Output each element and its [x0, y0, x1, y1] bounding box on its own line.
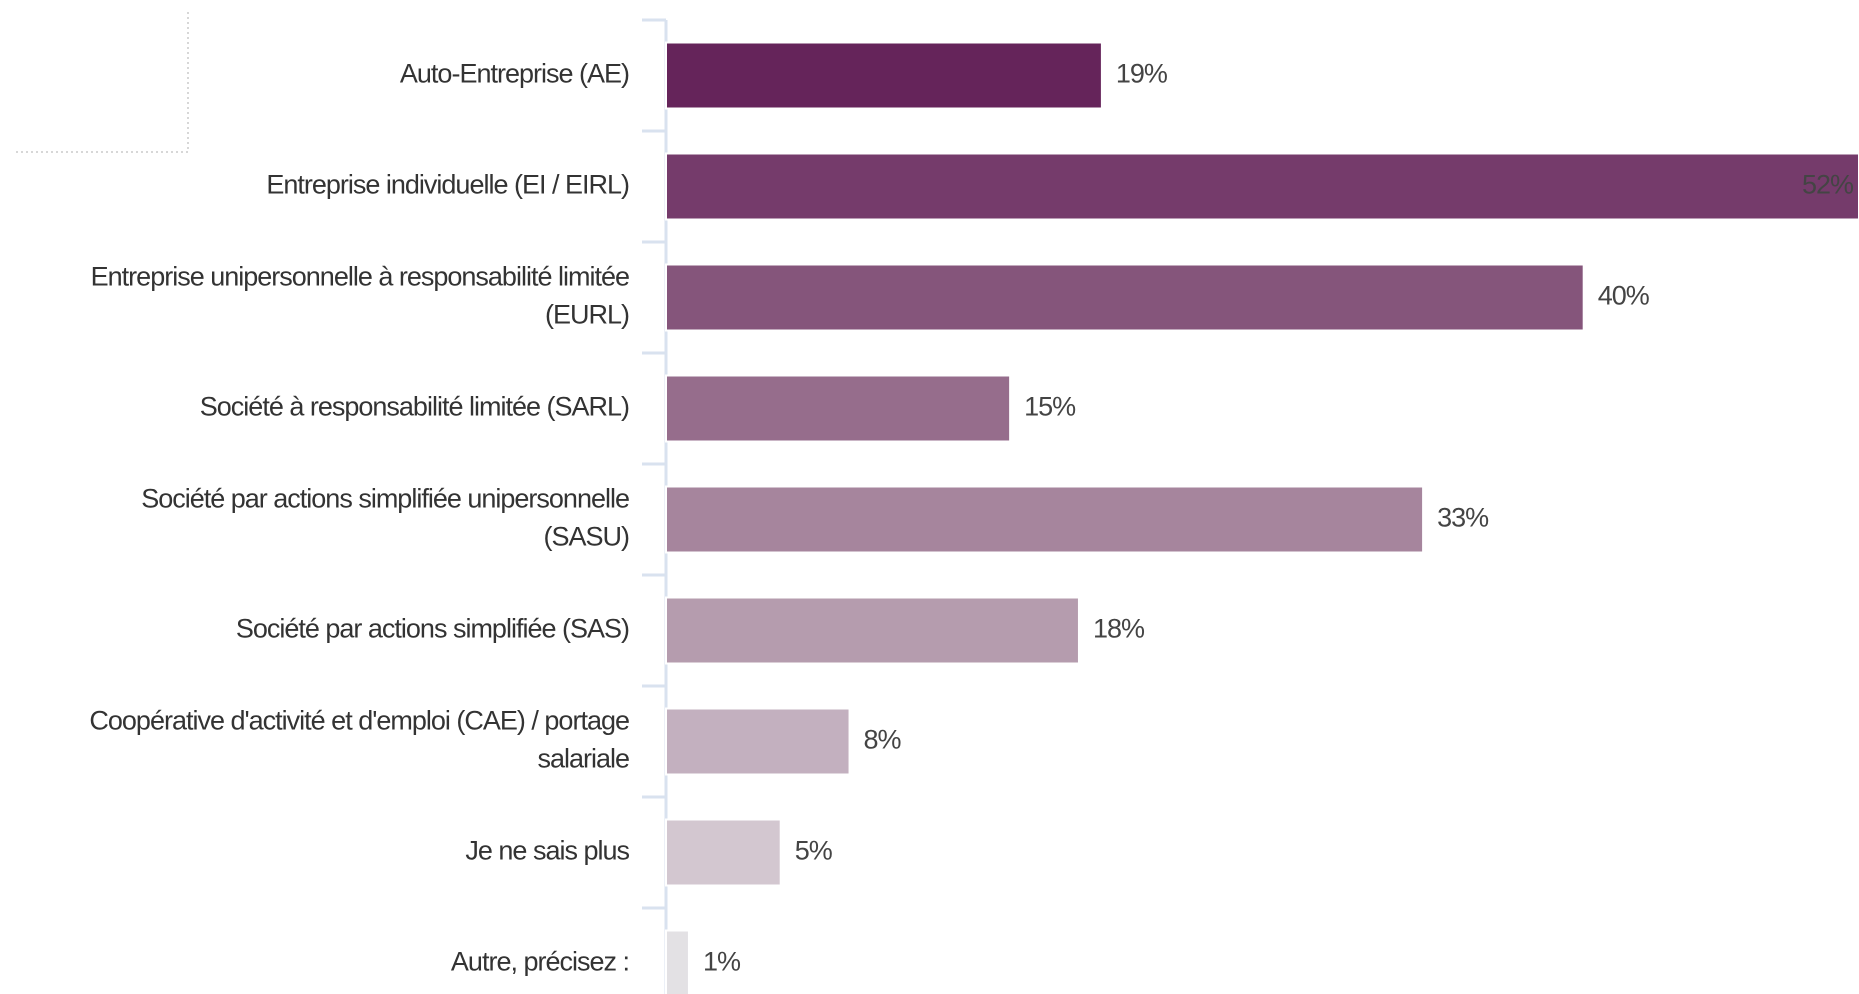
value-label: 8%	[864, 725, 902, 755]
category-label: Autre, précisez :	[451, 947, 629, 977]
category-labels-group: Auto-Entreprise (AE) Entreprise individue…	[89, 59, 630, 977]
bar	[665, 596, 1080, 665]
value-labels-group: 19% 52% 40% 15% 33% 18% 8% 5% 1%	[703, 59, 1855, 977]
bar	[665, 707, 851, 776]
value-label: 15%	[1024, 392, 1076, 422]
decorative-dotted-frame	[14, 12, 189, 153]
bar	[665, 929, 690, 994]
category-label: Société par actions simplifiée (SAS)	[236, 614, 629, 644]
category-label-line: Société par actions simplifiée (SAS)	[236, 614, 629, 644]
category-label: Je ne sais plus	[465, 836, 629, 866]
category-label: Coopérative d'activité et d'emploi (CAE)…	[89, 706, 629, 774]
bars-group	[665, 41, 1859, 994]
category-label-line: Entreprise individuelle (EI / EIRL)	[266, 170, 629, 200]
category-label-line: salariale	[537, 744, 629, 774]
category-label-line: (EURL)	[545, 300, 629, 330]
value-label: 18%	[1093, 614, 1145, 644]
category-label-line: Entreprise unipersonnelle à responsabili…	[91, 262, 629, 292]
category-label: Entreprise individuelle (EI / EIRL)	[266, 170, 629, 200]
category-label: Société par actions simplifiée uniperson…	[141, 484, 629, 552]
bar	[665, 818, 782, 887]
bar	[665, 152, 1859, 221]
category-label-line: Société par actions simplifiée uniperson…	[141, 484, 629, 514]
bar	[665, 374, 1012, 443]
value-label: 52%	[1802, 170, 1854, 200]
value-label: 5%	[795, 836, 833, 866]
category-label-line: Je ne sais plus	[465, 836, 629, 866]
value-label: 40%	[1598, 281, 1650, 311]
category-label-line: Société à responsabilité limitée (SARL)	[200, 392, 629, 422]
bar	[665, 485, 1425, 554]
category-label-line: Autre, précisez :	[451, 947, 629, 977]
category-label-line: (SASU)	[543, 522, 629, 552]
value-label: 1%	[703, 947, 741, 977]
bar	[665, 263, 1585, 332]
value-label: 33%	[1437, 503, 1489, 533]
value-label: 19%	[1116, 59, 1168, 89]
bar	[665, 41, 1103, 110]
category-label-line: Auto-Entreprise (AE)	[400, 59, 629, 89]
category-label: Auto-Entreprise (AE)	[400, 59, 629, 89]
category-label: Société à responsabilité limitée (SARL)	[200, 392, 629, 422]
category-label-line: Coopérative d'activité et d'emploi (CAE)…	[89, 706, 629, 736]
category-label: Entreprise unipersonnelle à responsabili…	[91, 262, 629, 330]
